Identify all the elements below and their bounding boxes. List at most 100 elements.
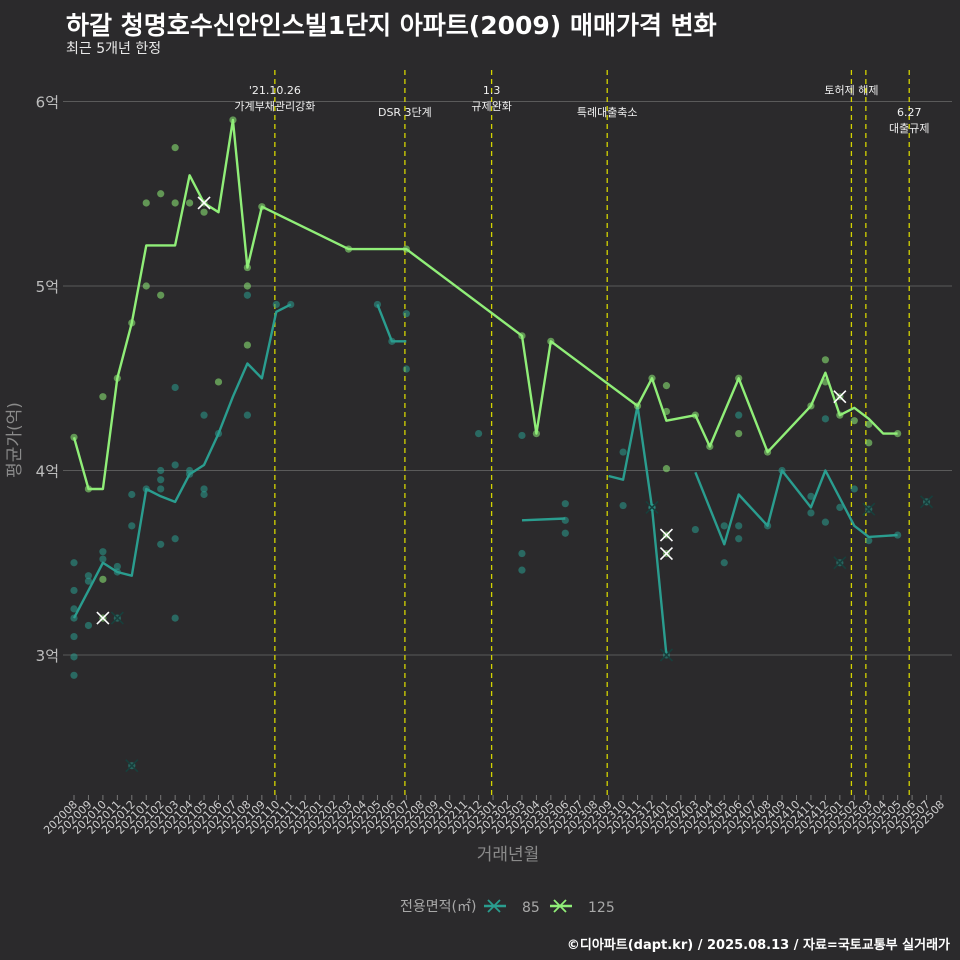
series-85-point [735,522,743,530]
series-125-point [171,199,179,207]
series-125-point [157,291,165,299]
series-125-cancelled-marker [833,390,847,404]
series-85-cancelled-marker [110,611,124,625]
event-label: 가계부채관리강화 [234,100,315,113]
series-125-point [142,282,150,290]
series-125-point [850,417,858,425]
series-85-point [200,490,208,499]
chart-subtitle: 최근 5개년 한정 [66,41,162,57]
series-85-point [200,411,208,419]
series-85-point [142,485,150,493]
event-label: 6.27 [897,106,922,119]
series-125-cancelled-marker [96,611,110,625]
series-125-point [214,378,223,386]
series-85-point [619,448,627,456]
y-tick-label: 4억 [36,463,59,481]
series-85-point [836,503,844,511]
series-85-point [807,509,815,517]
series-125-point [735,374,743,382]
series-85-point [720,522,728,530]
series-125-point [865,420,873,428]
series-125-point [243,282,251,290]
series-85-point [720,559,728,567]
series-125-point [229,116,237,124]
series-125-cancelled-marker [659,546,674,561]
cancelled-x [919,495,934,509]
series-85-point [475,430,483,438]
series-125-point [706,442,714,451]
series-85-point [84,572,93,580]
event-label: 대출규제 [889,122,929,135]
series-85-point [518,549,526,558]
series-85-cancelled-marker [645,500,659,514]
series-85-point [70,605,78,613]
cancelled-x [659,546,674,561]
series-125-point [764,448,772,456]
series-85-point [272,300,280,309]
series-85-point [388,337,396,345]
series-85-cancelled-marker [125,759,139,773]
series-125-point [894,430,902,438]
event-label: 규제완화 [471,100,511,113]
series-125-point [84,485,93,493]
event-label: '21.10.26 [249,84,301,97]
series-85-point [518,431,526,440]
series-125-point [532,430,541,438]
event-label: 1.3 [483,84,501,97]
series-85-point [243,411,251,419]
series-125-point [258,203,266,211]
series-85-point [214,430,223,438]
series-85-point [243,291,251,299]
series-125-point [344,245,353,253]
series-85-point [128,490,136,499]
source-credit: ©디아파트(dapt.kr) / 2025.08.13 / 자료=국토교통부 실… [566,938,950,953]
chart-title: 하갈 청명호수신안인스빌1단지 아파트(2009) 매매가격 변화 [66,11,717,40]
series-85-point [70,559,78,567]
series-125-point [402,245,410,253]
series-125-cancelled-marker [197,196,211,210]
series-layer [70,116,934,773]
y-tick-label: 5억 [36,278,59,296]
series-85-point [113,562,121,571]
series-85-line [376,303,407,343]
series-85-point [70,653,78,661]
series-85-point [561,516,569,524]
series-85-point [735,535,743,543]
series-125-point [99,575,107,583]
series-125-point [200,208,208,216]
cancelled-x [833,556,847,570]
series-85-cancelled-marker [862,502,876,516]
legend-swatch-x [487,899,501,913]
series-85-point [84,577,93,585]
series-85-line [608,404,668,656]
legend-label-85: 85 [522,900,540,916]
x-axis-label: 거래년월 [477,845,540,865]
series-125-point [243,341,251,349]
event-label: DSR 3단계 [378,106,432,119]
series-85-point [200,485,208,493]
series-85-point [70,586,78,595]
series-125-point [662,465,671,473]
series-125-point [186,199,194,207]
event-label: 토허제 해제 [824,83,878,97]
series-125-point [243,263,251,272]
series-125-line [72,118,898,491]
series-85-point [894,531,902,539]
series-85-point [561,529,569,537]
series-85-point [850,485,858,493]
series-85-point [778,466,786,475]
event-label: 특례대출축소 [577,106,638,119]
y-tick-label: 3억 [36,647,59,665]
series-125-point [821,356,830,364]
series-125-point [518,332,526,340]
series-85-point [113,568,121,576]
series-85-point [402,365,410,373]
series-85-point [128,522,136,530]
series-85-point [171,535,179,543]
series-85-point [157,485,165,493]
cancelled-x [862,502,876,516]
series-125-point [157,190,165,198]
series-125-point [142,199,150,207]
series-85-point [373,300,382,309]
